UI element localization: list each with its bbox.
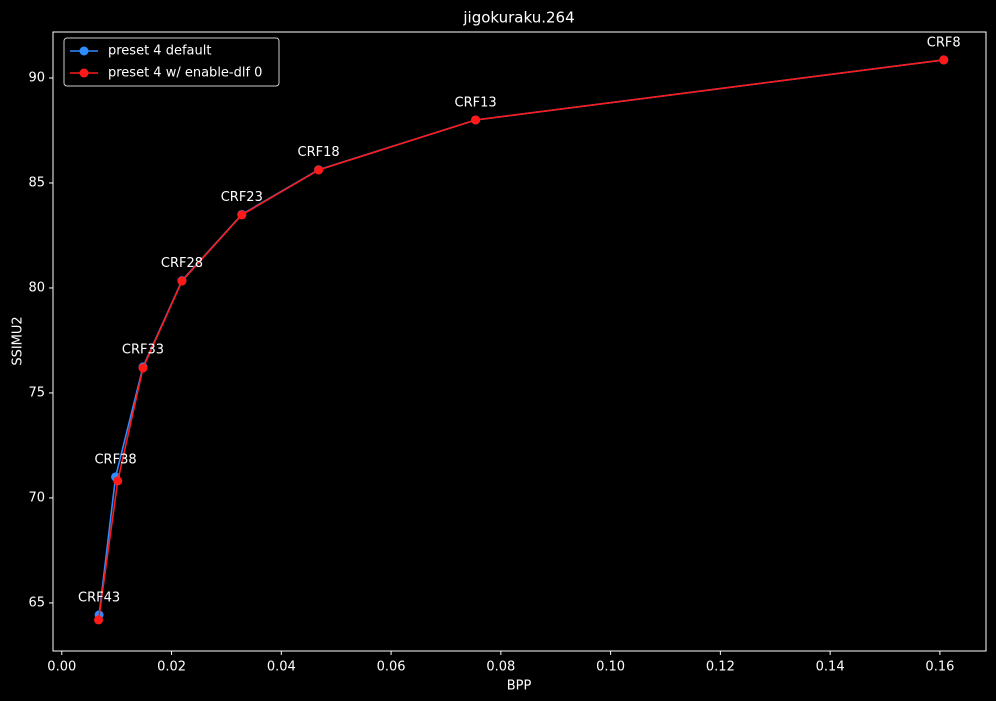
- marker: [94, 615, 104, 625]
- marker: [138, 363, 148, 373]
- y-tick-label: 65: [28, 595, 45, 610]
- marker: [939, 55, 949, 65]
- x-axis-label: BPP: [507, 679, 532, 694]
- point-label: CRF38: [94, 452, 136, 467]
- x-tick-label: 0.06: [377, 660, 406, 675]
- legend-box: [63, 37, 280, 87]
- legend-label: preset 4 default: [108, 44, 211, 59]
- series-line: [97, 59, 944, 621]
- x-tick-label: 0.04: [267, 660, 296, 675]
- x-tick-label: 0.00: [47, 660, 76, 675]
- x-tick-label: 0.02: [157, 660, 186, 675]
- marker: [471, 115, 481, 125]
- x-tick-label: 0.08: [486, 660, 515, 675]
- marker: [237, 210, 247, 220]
- point-label: CRF43: [78, 590, 120, 605]
- y-tick-label: 70: [28, 490, 45, 505]
- marker: [314, 165, 324, 175]
- chart-title: jigokuraku.264: [462, 9, 574, 27]
- y-tick-label: 80: [28, 280, 45, 295]
- legend-label: preset 4 w/ enable-dlf 0: [108, 66, 262, 81]
- x-tick-label: 0.10: [596, 660, 625, 675]
- y-tick-label: 90: [28, 70, 45, 85]
- legend: preset 4 default preset 4 w/ enable-dlf 0: [63, 37, 280, 87]
- legend-marker: [79, 68, 89, 78]
- point-label: CRF33: [122, 342, 164, 357]
- x-tick-label: 0.14: [816, 660, 845, 675]
- x-tick-label: 0.12: [706, 660, 735, 675]
- marker: [177, 276, 187, 286]
- x-tick-label: 0.16: [925, 660, 954, 675]
- y-tick-label: 75: [28, 385, 45, 400]
- series-line: [98, 59, 944, 615]
- point-label: CRF28: [161, 256, 203, 271]
- y-axis-label: SSIMU2: [11, 316, 26, 365]
- plot-frame: [52, 31, 987, 652]
- point-label: CRF8: [927, 35, 961, 50]
- y-tick-label: 85: [28, 175, 45, 190]
- marker: [113, 476, 123, 486]
- legend-marker: [79, 46, 89, 56]
- point-label: CRF13: [455, 95, 497, 110]
- point-label: CRF23: [221, 190, 263, 205]
- point-label: CRF18: [298, 145, 340, 160]
